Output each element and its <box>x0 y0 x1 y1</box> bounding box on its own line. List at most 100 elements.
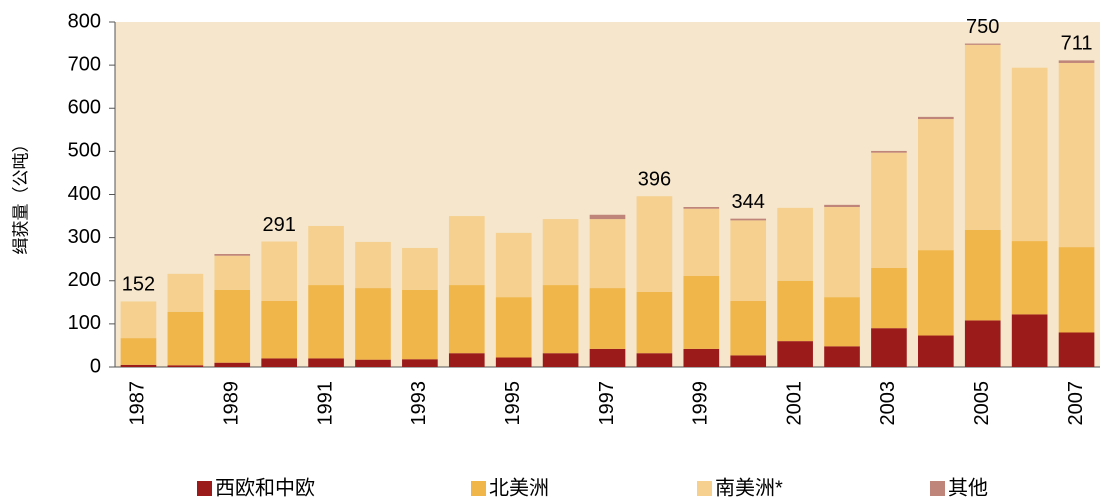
bar-segment <box>120 338 157 365</box>
x-tick-label: 2001 <box>783 381 805 426</box>
bar-segment <box>120 301 157 339</box>
y-tick-label: 800 <box>68 10 101 32</box>
bar-segment <box>636 291 673 354</box>
bar-segment <box>1058 60 1095 63</box>
legend-label: 其他 <box>948 476 988 499</box>
bar-segment <box>918 116 954 120</box>
bar-segment <box>308 358 344 367</box>
bar-segment <box>636 196 673 292</box>
bar-segment <box>589 348 626 367</box>
bar-segment <box>589 219 626 289</box>
y-tick-label: 0 <box>90 355 101 377</box>
bar-segment <box>871 150 907 153</box>
x-tick-label: 2003 <box>877 381 899 426</box>
bar-segment <box>1058 247 1095 333</box>
bar-segment <box>964 44 1001 230</box>
bar-segment <box>261 241 297 302</box>
bar-segment <box>683 276 720 349</box>
bar-segment <box>964 229 1001 321</box>
bar-segment <box>355 288 391 360</box>
bar-segment <box>918 250 954 336</box>
bar-segment <box>308 225 344 286</box>
x-tick-label: 2005 <box>971 381 993 426</box>
bar-segment <box>448 216 485 286</box>
bar-segment <box>824 204 860 208</box>
bar-segment <box>214 362 251 367</box>
y-axis-label: 缉获量（公吨） <box>11 136 30 255</box>
x-tick-label: 1987 <box>127 381 149 426</box>
bar-segment <box>683 207 720 209</box>
bar-segment <box>824 346 860 367</box>
bar-segment <box>589 214 626 220</box>
bar-segment <box>261 301 297 359</box>
x-tick-label: 1991 <box>314 381 336 426</box>
x-tick-label: 1995 <box>502 381 524 426</box>
legend-swatch <box>930 481 945 496</box>
bar-segment <box>448 285 485 354</box>
y-tick-label: 700 <box>68 53 101 75</box>
bar-segment <box>871 328 907 367</box>
legend-swatch <box>697 481 712 496</box>
legend-swatch <box>197 481 212 496</box>
legend-label: 南美洲* <box>715 476 783 499</box>
bar-segment <box>542 353 579 367</box>
bar-segment <box>871 267 907 329</box>
bar-segment <box>495 232 532 298</box>
bar-segment <box>167 311 204 366</box>
bar-segment <box>261 358 297 367</box>
y-tick-label: 500 <box>68 140 101 162</box>
bar-segment <box>167 365 204 367</box>
bar-segment <box>1011 241 1048 315</box>
y-tick-label: 100 <box>68 312 101 334</box>
bar-segment <box>1011 314 1048 367</box>
y-tick-label: 300 <box>68 226 101 248</box>
bar-segment <box>777 280 813 342</box>
bar-segment <box>730 355 767 367</box>
x-tick-label: 1993 <box>408 381 430 426</box>
bar-segment <box>871 152 907 268</box>
bar-segment <box>542 285 579 354</box>
bar-segment <box>1058 62 1095 248</box>
bar-segment <box>448 353 485 367</box>
bar-segment <box>683 348 720 367</box>
bar-segment <box>214 255 251 290</box>
bar-segment <box>120 364 157 367</box>
bar-segment <box>495 357 532 367</box>
bar-segment <box>730 218 767 221</box>
legend-label: 北美洲 <box>489 476 549 499</box>
bar-segment <box>1058 332 1095 367</box>
bar-segment <box>918 119 954 251</box>
bar-segment <box>167 273 204 312</box>
bar-segment <box>730 301 767 356</box>
total-label: 344 <box>732 191 765 213</box>
bar-segment <box>1011 67 1048 242</box>
bar-segment <box>355 241 391 289</box>
total-label: 711 <box>1061 33 1093 55</box>
legend-swatch <box>471 481 486 496</box>
bar-segment <box>542 219 579 286</box>
x-tick-label: 1999 <box>690 381 712 426</box>
total-label: 291 <box>262 214 295 236</box>
bar-segment <box>495 297 532 358</box>
y-tick-label: 400 <box>68 183 101 205</box>
bar-segment <box>402 289 438 360</box>
x-tick-label: 1989 <box>221 381 243 426</box>
bar-segment <box>964 43 1001 45</box>
bar-segment <box>214 289 251 363</box>
bar-segment <box>589 288 626 349</box>
bar-segment <box>777 341 813 367</box>
bar-segment <box>355 359 391 367</box>
bar-segment <box>964 320 1001 367</box>
bar-segment <box>214 254 251 256</box>
legend-label: 西欧和中欧 <box>215 476 315 499</box>
bar-segment <box>308 285 344 359</box>
bar-segment <box>402 359 438 367</box>
bar-segment <box>683 208 720 277</box>
bar-segment <box>730 220 767 302</box>
bar-segment <box>777 207 813 281</box>
bar-segment <box>918 335 954 367</box>
total-label: 750 <box>966 16 999 38</box>
bar-segment <box>402 247 438 290</box>
y-tick-label: 200 <box>68 269 101 291</box>
